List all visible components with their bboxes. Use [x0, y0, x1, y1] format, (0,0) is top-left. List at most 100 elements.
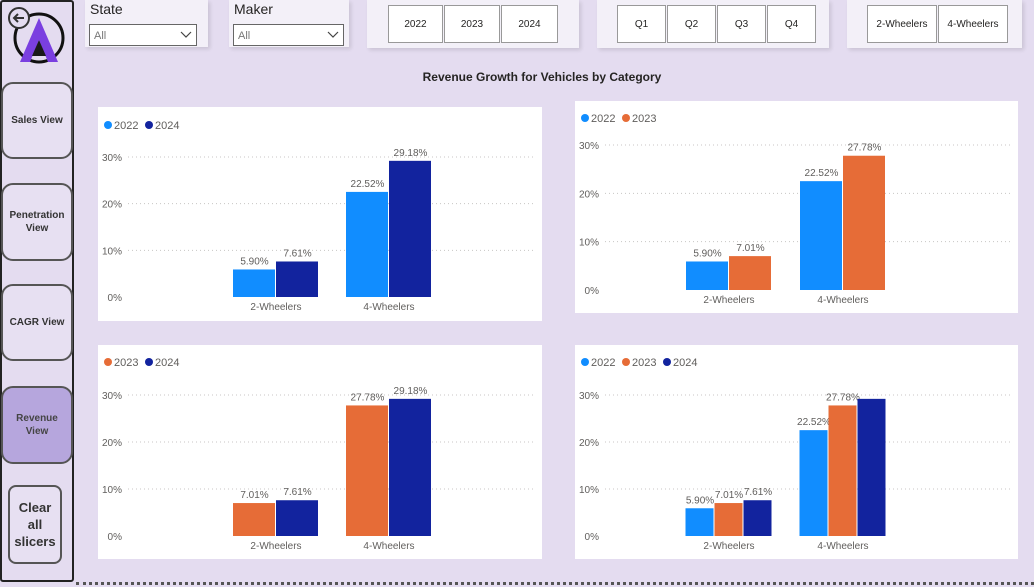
bar-2024-2-Wheelers[interactable]	[276, 261, 318, 297]
bar-2023-2-Wheelers[interactable]	[714, 503, 743, 536]
bar-2022-2-Wheelers[interactable]	[233, 269, 275, 297]
bar-2023-4-Wheelers[interactable]	[843, 155, 885, 290]
data-label: 7.61%	[283, 487, 311, 498]
chevron-down-icon	[180, 31, 192, 38]
year-tile-2022[interactable]: 2022	[388, 5, 443, 43]
data-label: 5.90%	[686, 495, 714, 506]
data-label: 27.78%	[848, 143, 882, 154]
quarter-slicer: Q1 Q2 Q3 Q4	[597, 0, 829, 48]
quarter-tile-q4[interactable]: Q4	[767, 5, 816, 43]
bar-2024-4-Wheelers[interactable]	[389, 160, 431, 297]
legend-label-2024: 2024	[155, 120, 179, 132]
bar-2024-4-Wheelers[interactable]	[389, 398, 431, 536]
legend-label-2022: 2022	[591, 113, 615, 125]
page-bottom-divider	[76, 582, 1034, 585]
y-tick-label: 20%	[102, 438, 122, 449]
data-label: 29.18%	[394, 386, 428, 397]
y-tick-label: 10%	[102, 485, 122, 496]
y-tick-label: 0%	[585, 286, 600, 297]
x-category-label: 4-Wheelers	[817, 541, 868, 552]
quarter-tile-q1[interactable]: Q1	[617, 5, 666, 43]
chevron-down-icon	[327, 31, 339, 38]
app-logo-icon	[8, 7, 65, 64]
data-label: 7.61%	[744, 487, 772, 498]
bar-chart: 2022 2023 2024 0% 10% 20% 30% 5.90% 7.01% 7.61% 2-…	[579, 357, 1012, 552]
y-tick-label: 20%	[102, 200, 122, 211]
data-label: 7.01%	[736, 243, 764, 254]
legend-marker-2023	[104, 358, 112, 366]
y-tick-label: 30%	[579, 141, 599, 152]
year-slicer: 2022 2023 2024	[367, 0, 579, 48]
sales-view-button[interactable]: Sales View	[1, 82, 73, 159]
chart-card-2023-vs-2024: 2023 2024 0% 10% 20% 30% 7.01% 7.61% 2-Wheelers 2…	[98, 345, 542, 559]
legend-marker-2024	[145, 358, 153, 366]
chart-card-2022-vs-2024: 2022 2024 0% 10% 20% 30% 5.90% 7.61% 2-Wheelers 2…	[98, 107, 542, 321]
y-tick-label: 0%	[108, 293, 123, 304]
clear-slicers-button[interactable]: Clear all slicers	[8, 485, 62, 564]
legend-marker-2024	[663, 358, 671, 366]
data-label: 22.52%	[797, 417, 831, 428]
bar-2022-4-Wheelers[interactable]	[799, 430, 828, 536]
cagr-view-button[interactable]: CAGR View	[1, 284, 73, 361]
page-title: Revenue Growth for Vehicles by Category	[422, 70, 662, 84]
legend-label-2022: 2022	[114, 120, 138, 132]
y-tick-label: 20%	[579, 438, 599, 449]
maker-slicer-title: Maker	[234, 1, 273, 17]
bar-2024-4-Wheelers[interactable]	[857, 398, 886, 536]
x-category-label: 4-Wheelers	[363, 541, 414, 552]
legend-marker-2023	[622, 114, 630, 122]
quarter-tile-q3[interactable]: Q3	[717, 5, 766, 43]
data-label: 22.52%	[805, 168, 839, 179]
year-tile-2024[interactable]: 2024	[501, 5, 558, 43]
bar-2023-4-Wheelers[interactable]	[828, 405, 857, 536]
data-label: 5.90%	[240, 256, 268, 267]
legend-label-2023: 2023	[632, 357, 656, 369]
bar-chart: 2023 2024 0% 10% 20% 30% 7.01% 7.61% 2-Wheelers 2…	[102, 357, 536, 552]
state-dropdown-value: All	[94, 30, 107, 42]
bar-2023-4-Wheelers[interactable]	[346, 405, 388, 536]
legend-marker-2024	[145, 121, 153, 129]
chart-card-2022-vs-2023: 2022 2023 0% 10% 20% 30% 5.90% 7.01% 2-Wheelers 2…	[575, 101, 1018, 313]
y-tick-label: 10%	[579, 238, 599, 249]
y-tick-label: 30%	[102, 153, 122, 164]
quarter-tile-q2[interactable]: Q2	[667, 5, 716, 43]
category-tile-2-wheelers[interactable]: 2-Wheelers	[867, 5, 937, 43]
x-category-label: 4-Wheelers	[363, 302, 414, 313]
data-label: 27.78%	[351, 392, 385, 403]
y-tick-label: 10%	[579, 485, 599, 496]
bar-2024-2-Wheelers[interactable]	[276, 500, 318, 536]
bar-2022-2-Wheelers[interactable]	[686, 261, 728, 290]
bar-chart: 2022 2023 0% 10% 20% 30% 5.90% 7.01% 2-Wheelers 2…	[579, 113, 1012, 306]
x-category-label: 2-Wheelers	[703, 295, 754, 306]
y-tick-label: 20%	[579, 189, 599, 200]
data-label: 5.90%	[693, 248, 721, 259]
bar-2022-2-Wheelers[interactable]	[685, 508, 714, 536]
category-tile-4-wheelers[interactable]: 4-Wheelers	[938, 5, 1008, 43]
bar-chart: 2022 2024 0% 10% 20% 30% 5.90% 7.61% 2-Wheelers 2…	[102, 120, 536, 313]
x-category-label: 2-Wheelers	[703, 541, 754, 552]
state-slicer: State All	[85, 0, 208, 47]
chart-card-2022-2023-2024: 2022 2023 2024 0% 10% 20% 30% 5.90% 7.01% 7.61% 2-…	[575, 345, 1018, 559]
y-tick-label: 0%	[108, 532, 123, 543]
maker-dropdown[interactable]: All	[233, 24, 344, 46]
revenue-view-button[interactable]: Revenue View	[1, 386, 73, 464]
category-slicer: 2-Wheelers 4-Wheelers	[847, 0, 1022, 48]
x-category-label: 4-Wheelers	[817, 295, 868, 306]
bar-2022-4-Wheelers[interactable]	[800, 181, 842, 290]
maker-dropdown-value: All	[238, 30, 251, 42]
penetration-view-button[interactable]: Penetration View	[1, 183, 73, 261]
data-label: 7.01%	[715, 490, 743, 501]
state-dropdown[interactable]: All	[89, 24, 197, 46]
bar-2023-2-Wheelers[interactable]	[729, 256, 771, 290]
data-label: 22.52%	[351, 179, 385, 190]
data-label: 29.18%	[394, 148, 428, 159]
legend-label-2024: 2024	[673, 357, 697, 369]
bar-2022-4-Wheelers[interactable]	[346, 191, 388, 297]
bar-2023-2-Wheelers[interactable]	[233, 503, 275, 536]
legend-label-2022: 2022	[591, 357, 615, 369]
legend-marker-2022	[581, 358, 589, 366]
state-slicer-title: State	[90, 1, 123, 17]
y-tick-label: 10%	[102, 246, 122, 257]
year-tile-2023[interactable]: 2023	[444, 5, 500, 43]
bar-2024-2-Wheelers[interactable]	[743, 500, 772, 536]
